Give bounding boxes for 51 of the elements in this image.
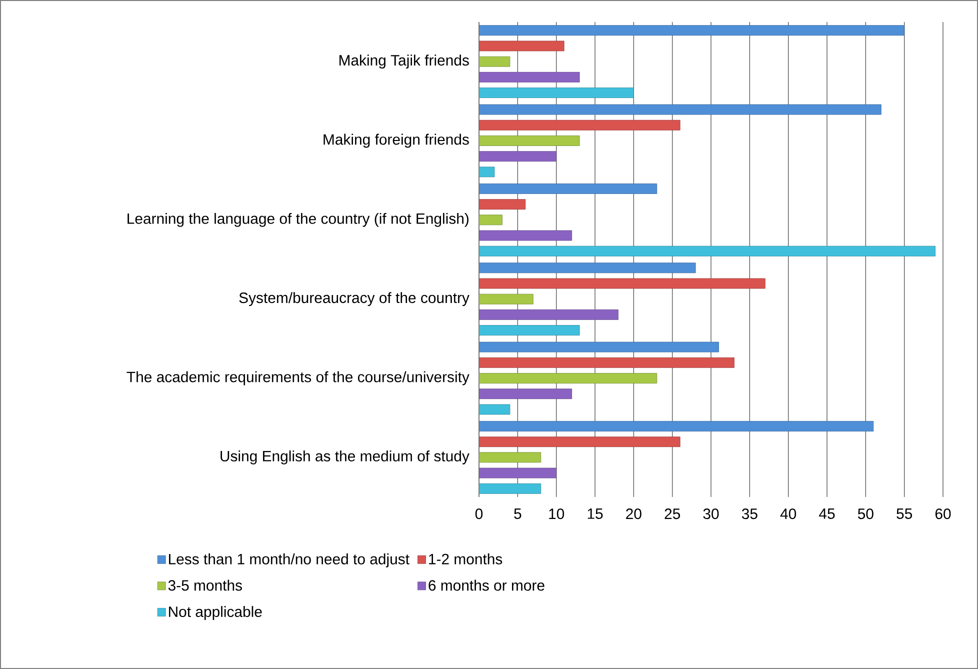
- bar: [479, 104, 882, 115]
- bar: [479, 199, 526, 210]
- x-tick-label: 20: [626, 508, 642, 520]
- bar: [479, 120, 680, 130]
- x-tick-label: 5: [514, 508, 522, 519]
- bar: [479, 342, 719, 352]
- bar: [479, 136, 580, 146]
- bar: [479, 325, 580, 336]
- bar: [479, 262, 696, 274]
- legend-label: Less than 1 month/no need to adjust: [169, 553, 410, 568]
- bar: [479, 309, 618, 320]
- bar: [479, 166, 495, 178]
- x-tick-label: 35: [742, 508, 758, 520]
- x-tick-label: 40: [780, 508, 796, 520]
- legend-label: 3-5 months: [168, 580, 242, 591]
- y-tick-label: The academic requirements of the course/university: [126, 371, 470, 386]
- bar: [479, 56, 510, 67]
- y-tick-label: Making Tajik friends: [339, 54, 469, 69]
- legend-label: Not applicable: [169, 606, 262, 620]
- bar: [479, 357, 734, 368]
- bar: [479, 184, 658, 194]
- x-tick-label: 0: [475, 508, 483, 520]
- bar: [479, 151, 557, 162]
- bar: [479, 214, 502, 226]
- x-tick-label: 55: [896, 508, 912, 519]
- x-tick-label: 45: [819, 508, 835, 519]
- bar: [479, 452, 542, 463]
- y-tick-label: Making foreign friends: [324, 134, 469, 148]
- bar: [479, 436, 680, 448]
- x-tick-label: 50: [858, 508, 874, 520]
- x-tick-label: 25: [664, 508, 680, 520]
- x-tick-label: 60: [935, 508, 951, 520]
- x-tick-label: 10: [549, 508, 564, 520]
- y-tick-label: System/bureaucracy of the country: [239, 292, 470, 306]
- y-tick-label: Using English as the medium of study: [220, 450, 470, 464]
- bar: [479, 72, 580, 82]
- legend-label: 6 months or more: [428, 580, 544, 591]
- bar: [479, 404, 510, 415]
- bar: [479, 278, 766, 289]
- bar: [479, 388, 572, 400]
- bar: [479, 483, 542, 494]
- bar: [479, 294, 534, 304]
- bar: [479, 421, 874, 432]
- bar: [479, 373, 658, 384]
- bar: [479, 246, 936, 256]
- x-tick-label: 30: [703, 508, 719, 520]
- bar: [479, 25, 905, 36]
- bar: [479, 88, 634, 98]
- y-tick-label: Learning the language of the country (if not English): [128, 212, 468, 227]
- x-tick-label: 15: [588, 508, 603, 519]
- legend-label: 1-2 months: [429, 553, 502, 564]
